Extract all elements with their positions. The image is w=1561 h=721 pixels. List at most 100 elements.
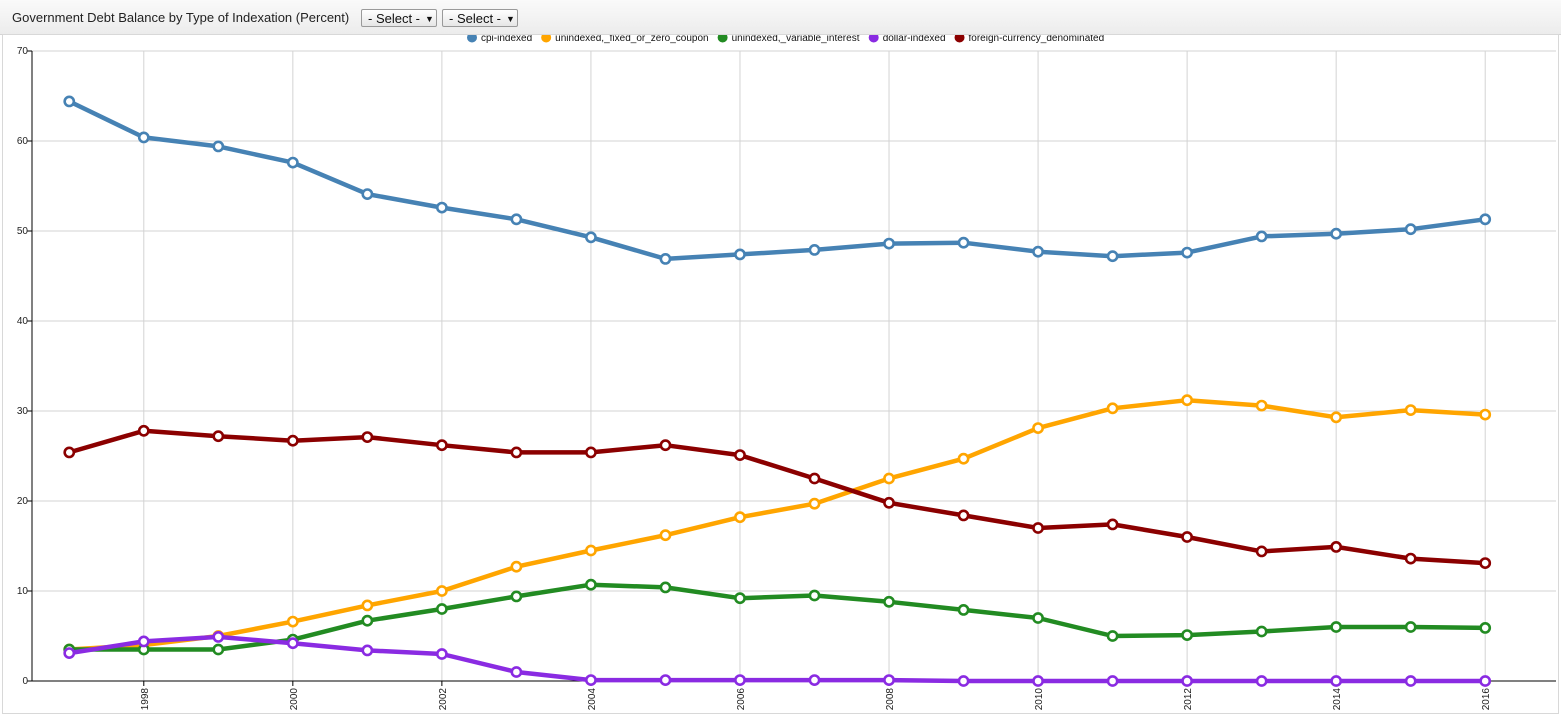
x-tick-label: 2016 xyxy=(1481,688,1492,711)
data-point xyxy=(957,604,970,616)
data-point xyxy=(63,95,76,108)
legend-marker xyxy=(868,32,879,43)
data-point xyxy=(435,439,448,452)
x-tick-label: 2004 xyxy=(587,688,598,711)
data-point xyxy=(137,635,150,648)
data-point xyxy=(883,472,895,485)
legend-marker xyxy=(467,32,477,43)
series-dollar-indexed xyxy=(63,631,1492,687)
data-point xyxy=(1404,223,1417,236)
series-line-dollar-indexed xyxy=(67,634,1488,684)
data-point xyxy=(212,643,225,656)
x-tick-label: 2014 xyxy=(1332,688,1343,711)
data-point xyxy=(1330,541,1343,553)
x-tick-label: 2008 xyxy=(885,688,896,711)
data-point xyxy=(1106,630,1119,642)
select-dropdown-2[interactable]: - Select - ▼ xyxy=(442,9,518,27)
data-point xyxy=(212,140,225,153)
data-point xyxy=(63,647,76,659)
legend-item-unindexed,_variable_interest: unindexed,_variable_interest xyxy=(717,32,860,44)
x-tick-label: 2002 xyxy=(438,688,449,711)
data-point xyxy=(1404,675,1417,687)
data-point xyxy=(585,446,597,459)
legend-item-dollar-indexed: dollar-indexed xyxy=(868,32,946,44)
data-point xyxy=(1181,675,1194,687)
data-point xyxy=(808,497,821,510)
select-dropdown-1[interactable]: - Select - ▼ xyxy=(361,9,437,27)
data-point xyxy=(1032,675,1044,687)
legend-item-unindexed,_fixed_or_zero_coupon: unindexed,_fixed_or_zero_coupon xyxy=(541,32,709,44)
series-line-unindexed,_variable_interest xyxy=(67,582,1488,652)
data-point xyxy=(883,237,895,250)
legend-item-foreign-currency_denominated: foreign-currency_denominated xyxy=(954,32,1104,44)
data-point xyxy=(510,446,523,459)
x-tick-label: 2000 xyxy=(289,688,300,711)
data-point xyxy=(1479,557,1492,569)
data-point xyxy=(1106,518,1119,531)
data-point xyxy=(585,544,597,557)
data-point xyxy=(1032,612,1044,624)
data-point xyxy=(1479,622,1492,634)
data-point xyxy=(435,603,448,615)
y-tick-label: 20 xyxy=(17,496,29,507)
data-point xyxy=(1255,545,1268,558)
y-tick-label: 50 xyxy=(17,226,29,237)
data-point xyxy=(1255,675,1268,687)
data-point xyxy=(734,449,746,461)
data-point xyxy=(510,213,523,226)
series-cpi-indexed xyxy=(63,95,1492,265)
series-unindexed,_fixed_or_zero_coupon xyxy=(63,394,1492,656)
data-point xyxy=(1330,411,1343,424)
data-point xyxy=(957,452,970,465)
legend-label: dollar-indexed xyxy=(883,34,946,44)
legend-marker xyxy=(717,32,728,43)
series-group xyxy=(63,95,1492,687)
data-point xyxy=(1032,522,1044,534)
data-point xyxy=(1181,531,1194,543)
legend-label: cpi-indexed xyxy=(481,34,532,44)
data-point xyxy=(286,637,299,650)
data-point xyxy=(1404,552,1417,565)
data-point xyxy=(659,581,672,594)
y-tick-label: 0 xyxy=(22,676,28,687)
chart-frame: 0 10 20 30 40 50 60 70 1998 2000 2002 2004 2006 2008 2… xyxy=(0,32,1561,716)
data-point xyxy=(1479,408,1492,421)
series-unindexed,_variable_interest xyxy=(63,578,1492,656)
data-point xyxy=(883,674,895,686)
data-point xyxy=(1255,399,1268,412)
data-point xyxy=(1106,402,1119,415)
data-point xyxy=(1032,422,1044,434)
data-point xyxy=(63,446,76,459)
data-point xyxy=(1255,625,1268,638)
select-1-label: - Select - xyxy=(368,11,421,26)
chart-toolbar: Government Debt Balance by Type of Index… xyxy=(0,0,1561,35)
legend: cpi-indexed unindexed,_fixed_or_zero_coup… xyxy=(467,32,1104,44)
data-point xyxy=(361,599,374,612)
x-tick-label: 2010 xyxy=(1034,688,1045,711)
data-point xyxy=(585,674,597,686)
data-point xyxy=(1255,230,1268,243)
y-tick-label: 60 xyxy=(17,136,29,147)
data-point xyxy=(734,592,746,605)
data-point xyxy=(212,631,225,643)
data-point xyxy=(1181,246,1194,259)
data-point xyxy=(585,231,597,244)
data-point xyxy=(1106,675,1119,687)
data-point xyxy=(957,236,970,249)
line-chart: 0 10 20 30 40 50 60 70 1998 2000 2002 2004 2006 2008 2… xyxy=(17,32,1556,711)
select-2-label: - Select - xyxy=(449,11,502,26)
data-point xyxy=(659,439,672,452)
series-foreign-currency_denominated xyxy=(63,424,1492,569)
data-point xyxy=(510,666,523,678)
legend-label: unindexed,_fixed_or_zero_coupon xyxy=(555,34,708,44)
data-point xyxy=(1181,629,1194,641)
y-tick-label: 70 xyxy=(17,46,29,57)
x-tick-label: 1998 xyxy=(140,688,151,711)
data-point xyxy=(137,424,150,437)
data-point xyxy=(1181,394,1194,407)
data-point xyxy=(435,201,448,214)
data-point xyxy=(510,560,523,573)
data-point xyxy=(286,615,299,628)
data-point xyxy=(808,243,821,256)
y-tick-label: 30 xyxy=(17,406,29,417)
